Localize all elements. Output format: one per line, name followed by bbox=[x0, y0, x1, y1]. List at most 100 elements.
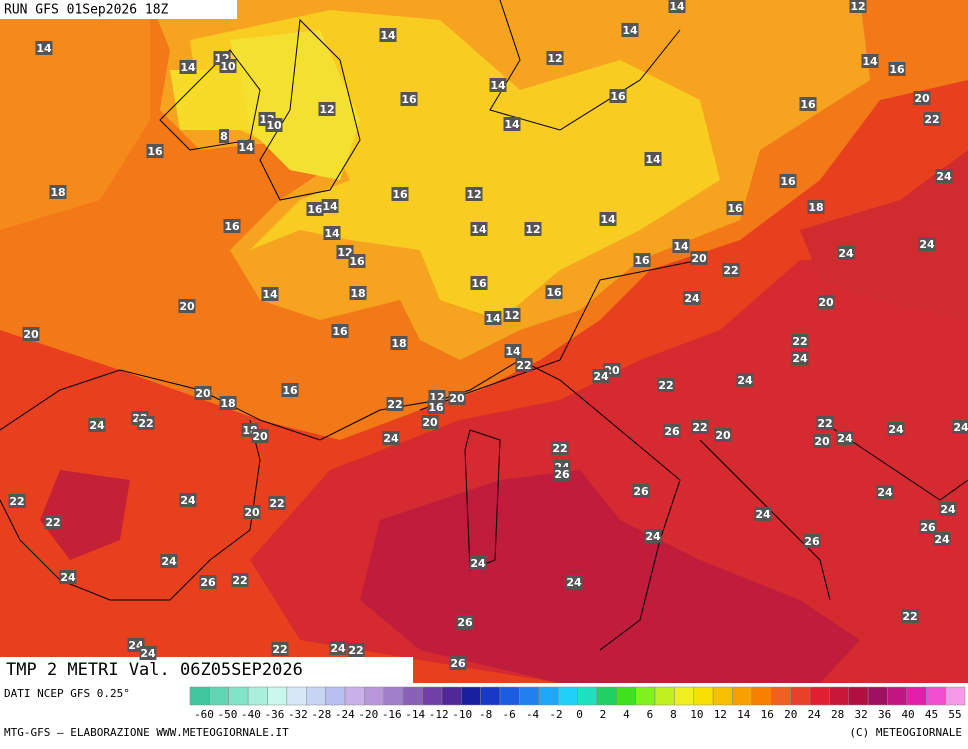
colorbar-tick-label: -50 bbox=[218, 708, 238, 721]
temperature-label: 18 bbox=[220, 397, 235, 410]
colorbar-tick-label: 36 bbox=[878, 708, 891, 721]
colorbar-swatch bbox=[519, 687, 538, 705]
temperature-label: 24 bbox=[919, 238, 935, 251]
colorbar-tick-label: 4 bbox=[623, 708, 630, 721]
temperature-label: 24 bbox=[330, 642, 346, 655]
temperature-label: 16 bbox=[727, 202, 743, 215]
temperature-label: 24 bbox=[89, 419, 105, 432]
temperature-label: 24 bbox=[566, 576, 582, 589]
temperature-label: 22 bbox=[9, 495, 24, 508]
temperature-label: 16 bbox=[889, 63, 905, 76]
colorbar-swatch bbox=[636, 687, 655, 705]
temperature-label: 16 bbox=[147, 145, 163, 158]
temperature-label: 14 bbox=[673, 240, 689, 253]
temperature-label: 24 bbox=[837, 432, 853, 445]
colorbar-tick-label: -4 bbox=[526, 708, 540, 721]
temperature-label: 12 bbox=[525, 223, 540, 236]
temperature-label: 20 bbox=[818, 296, 834, 309]
temperature-label: 16 bbox=[546, 286, 562, 299]
colorbar-swatch bbox=[268, 687, 287, 705]
colorbar-tick-label: 8 bbox=[670, 708, 677, 721]
colorbar-tick-label: -16 bbox=[382, 708, 402, 721]
colorbar-tick-label: -60 bbox=[194, 708, 214, 721]
temperature-label: 14 bbox=[36, 42, 52, 55]
temperature-label: 24 bbox=[755, 508, 771, 521]
source-label: DATI NCEP GFS 0.25° bbox=[4, 687, 130, 700]
temperature-label: 24 bbox=[838, 247, 854, 260]
colorbar-swatch bbox=[946, 687, 965, 705]
temperature-label: 26 bbox=[664, 425, 680, 438]
colorbar-tick-label: -6 bbox=[502, 708, 515, 721]
temperature-label: 22 bbox=[232, 574, 247, 587]
temperature-label: 14 bbox=[505, 345, 521, 358]
colorbar-swatch bbox=[539, 687, 558, 705]
colorbar-swatch bbox=[868, 687, 887, 705]
colorbar-tick-label: -8 bbox=[479, 708, 492, 721]
temperature-label: 16 bbox=[392, 188, 408, 201]
temperature-label: 22 bbox=[348, 644, 363, 657]
colorbar-swatch bbox=[926, 687, 945, 705]
temperature-label: 16 bbox=[780, 175, 796, 188]
colorbar-swatch bbox=[461, 687, 480, 705]
temperature-label: 24 bbox=[684, 292, 700, 305]
temperature-label: 22 bbox=[658, 379, 673, 392]
colorbar-swatch bbox=[888, 687, 907, 705]
temperature-label: 14 bbox=[490, 79, 506, 92]
colorbar-tick-label: -20 bbox=[358, 708, 378, 721]
colorbar-tick-label: 20 bbox=[784, 708, 797, 721]
temperature-label: 16 bbox=[800, 98, 816, 111]
temperature-label: 20 bbox=[691, 252, 707, 265]
temperature-label: 22 bbox=[272, 643, 287, 656]
temperature-label: 24 bbox=[936, 170, 952, 183]
temperature-label: 12 bbox=[319, 103, 334, 116]
temperature-label: 10 bbox=[266, 119, 282, 132]
temperature-label: 22 bbox=[45, 516, 60, 529]
temperature-label: 16 bbox=[224, 220, 240, 233]
temperature-label: 20 bbox=[814, 435, 830, 448]
temperature-label: 14 bbox=[380, 29, 396, 42]
temperature-label: 22 bbox=[552, 442, 567, 455]
colorbar-swatch bbox=[403, 687, 422, 705]
colorbar-swatch bbox=[442, 687, 461, 705]
temperature-label: 20 bbox=[195, 387, 211, 400]
colorbar-tick-label: -40 bbox=[241, 708, 261, 721]
colorbar-swatch bbox=[345, 687, 364, 705]
colorbar-tick-label: 14 bbox=[737, 708, 751, 721]
colorbar-tick-label: 32 bbox=[855, 708, 868, 721]
colorbar-swatch bbox=[616, 687, 635, 705]
temperature-label: 16 bbox=[610, 90, 626, 103]
temperature-label: 14 bbox=[645, 153, 661, 166]
temperature-label: 20 bbox=[715, 429, 731, 442]
colorbar-tick-label: -2 bbox=[549, 708, 562, 721]
colorbar-tick-label: 0 bbox=[576, 708, 583, 721]
temperature-label: 26 bbox=[450, 657, 466, 670]
colorbar-swatch bbox=[597, 687, 616, 705]
copyright-label: (C) METEOGIORNALE bbox=[849, 726, 962, 739]
temperature-label: 20 bbox=[449, 392, 465, 405]
colorbar-tick-label: 6 bbox=[647, 708, 654, 721]
temperature-label: 22 bbox=[817, 417, 832, 430]
temperature-label: 14 bbox=[471, 223, 487, 236]
temperature-label: 26 bbox=[457, 616, 473, 629]
colorbar-swatch bbox=[849, 687, 868, 705]
colorbar-swatch bbox=[558, 687, 577, 705]
temperature-label: 22 bbox=[269, 497, 284, 510]
run-label: RUN GFS 01Sep2026 18Z bbox=[4, 3, 169, 18]
temperature-label: 24 bbox=[737, 374, 753, 387]
temperature-label: 12 bbox=[466, 188, 481, 201]
temperature-label: 26 bbox=[554, 468, 570, 481]
temperature-label: 22 bbox=[902, 610, 917, 623]
colorbar-tick-label: 24 bbox=[808, 708, 822, 721]
temperature-label: 16 bbox=[428, 401, 444, 414]
temperature-label: 20 bbox=[252, 430, 268, 443]
colorbar-swatch bbox=[694, 687, 713, 705]
temperature-label: 24 bbox=[792, 352, 808, 365]
colorbar-tick-label: 45 bbox=[925, 708, 938, 721]
colorbar-swatch bbox=[190, 687, 209, 705]
colorbar-tick-label: 2 bbox=[600, 708, 607, 721]
temperature-label: 24 bbox=[645, 530, 661, 543]
temperature-label: 20 bbox=[23, 328, 39, 341]
temperature-label: 24 bbox=[161, 555, 177, 568]
temperature-label: 16 bbox=[307, 203, 323, 216]
